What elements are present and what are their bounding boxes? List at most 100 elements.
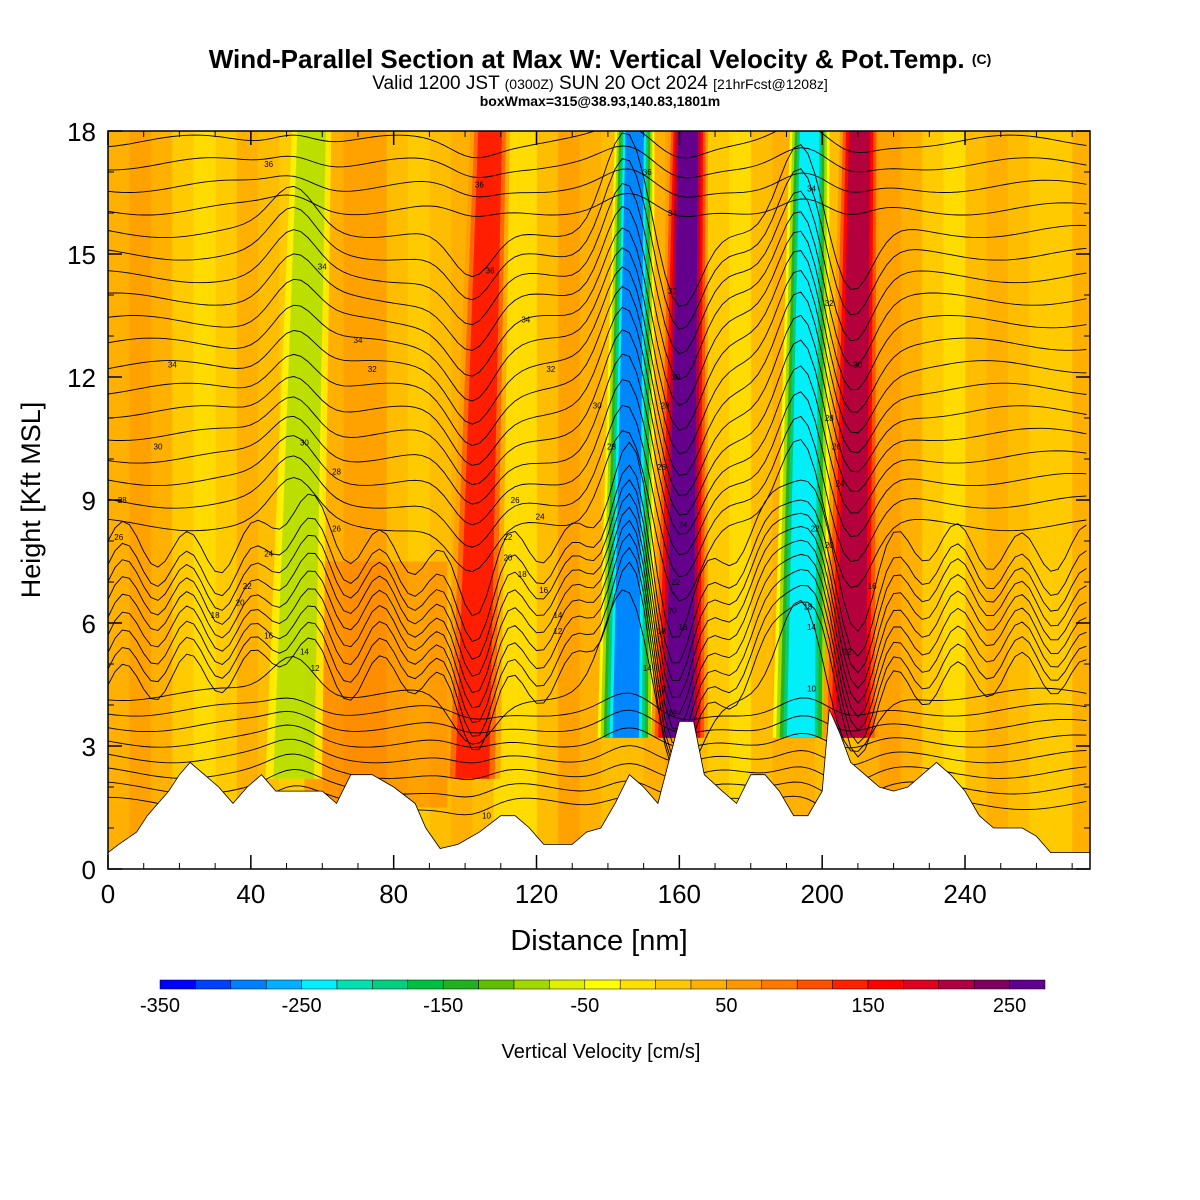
contour-label: 22 — [503, 533, 512, 542]
theta-contour — [108, 589, 1087, 775]
contour-label: 26 — [332, 525, 341, 534]
x-tick-label: 240 — [943, 879, 986, 909]
theta-contour — [108, 306, 1087, 497]
field-column — [172, 131, 195, 869]
theta-contour — [108, 561, 1087, 773]
contour-label: 28 — [607, 443, 616, 452]
wave-band — [612, 131, 644, 738]
wave-band — [665, 131, 699, 738]
contour-label: 30 — [593, 402, 602, 411]
theta-contour — [108, 492, 1087, 699]
field-column — [236, 131, 259, 869]
x-tick-label: 160 — [658, 879, 701, 909]
contour-label: 20 — [503, 553, 512, 562]
field-column — [150, 131, 173, 869]
contour-label: 30 — [671, 373, 680, 382]
title-block: Wind-Parallel Section at Max W: Vertical… — [0, 44, 1200, 109]
x-tick-label: 0 — [101, 879, 115, 909]
contour-label: 34 — [807, 184, 816, 193]
contour-label: 14 — [553, 611, 562, 620]
theta-contour — [108, 329, 1087, 516]
forecast-info: [21hrFcst@1208z] — [713, 76, 828, 92]
colorbar-swatch — [442, 979, 479, 990]
chart-title-text: Wind-Parallel Section at Max W: Vertical… — [208, 44, 965, 74]
field-column — [215, 131, 238, 869]
contour-label: 14 — [807, 623, 816, 632]
theta-contour — [108, 709, 1087, 734]
theta-contour — [108, 168, 1087, 198]
box-max-info: boxWmax=315@38.93,140.83,1801m — [479, 93, 721, 109]
colorbar-swatch — [903, 979, 940, 990]
field-column — [1007, 131, 1030, 869]
theta-contour — [108, 247, 1087, 431]
colorbar-swatch — [584, 979, 621, 990]
contour-label: 18 — [518, 570, 527, 579]
y-tick-label: 9 — [82, 486, 96, 516]
chart-title: Wind-Parallel Section at Max W: Vertical… — [0, 44, 1200, 74]
field-column — [900, 131, 923, 869]
colorbar-swatch — [973, 979, 1010, 990]
contour-label: 20 — [825, 541, 834, 550]
theta-contour — [108, 692, 1087, 721]
contour-label: 34 — [354, 336, 363, 345]
contour-label: 28 — [661, 402, 670, 411]
colorbar-label: Vertical Velocity [cm/s] — [502, 1041, 701, 1063]
y-tick-label: 12 — [67, 363, 96, 393]
contour-label: 16 — [868, 582, 877, 591]
field-column — [579, 131, 602, 869]
colorbar-swatch — [407, 979, 444, 990]
wave-band — [786, 131, 820, 738]
colorbar-swatch — [195, 979, 232, 990]
theta-contours — [108, 131, 1087, 820]
contour-label: 14 — [643, 664, 652, 673]
contour-label: 36 — [643, 168, 652, 177]
contour-label: 24 — [264, 549, 273, 558]
contour-label: 34 — [521, 316, 530, 325]
lower-warm-zone — [390, 561, 419, 808]
field-column — [879, 131, 902, 869]
contour-label: 16 — [539, 586, 548, 595]
contour-label: 20 — [236, 599, 245, 608]
theta-contour — [108, 430, 1087, 602]
contour-label: 32 — [368, 365, 377, 374]
y-tick-label: 3 — [82, 732, 96, 762]
contour-label: 30 — [300, 439, 309, 448]
colorbar-tick-label: -150 — [423, 995, 463, 1017]
colorbar-swatch — [867, 979, 904, 990]
contour-label: 24 — [836, 480, 845, 489]
contour-label: 12 — [553, 627, 562, 636]
terrain-fill — [108, 708, 1090, 869]
contour-label: 22 — [811, 525, 820, 534]
field-column — [750, 131, 773, 869]
contour-label: 10 — [482, 812, 491, 821]
chart-subtitle: Valid 1200 JST (0300Z) SUN 20 Oct 2024 [… — [0, 74, 1200, 94]
contour-label: 30 — [853, 361, 862, 370]
wave-band — [835, 131, 871, 738]
contour-label: 12 — [657, 685, 666, 694]
theta-contour — [108, 227, 1087, 406]
x-tick-label: 40 — [236, 879, 265, 909]
contour-label: 24 — [536, 512, 545, 521]
contour-labels: 3634302826242220181614123434323028263636… — [114, 160, 877, 821]
contour-label: 18 — [657, 627, 666, 636]
theta-contour — [108, 464, 1087, 664]
contour-label: 36 — [475, 180, 484, 189]
x-tick-label: 200 — [800, 879, 843, 909]
wave-band — [273, 131, 326, 779]
theta-contour — [108, 533, 1087, 745]
theta-contour — [108, 158, 1087, 330]
colorbar-tick-label: 50 — [715, 995, 737, 1017]
y-tick-label: 0 — [82, 855, 96, 885]
contour-label: 34 — [318, 262, 327, 271]
lower-warm-zone — [361, 561, 391, 808]
y-tick-label: 6 — [82, 609, 96, 639]
colorbar-swatch — [726, 979, 763, 990]
colorbar-swatch — [938, 979, 975, 990]
theta-contour — [108, 738, 1087, 766]
theta-contour — [108, 285, 1087, 476]
theta-contour — [108, 192, 1087, 218]
contour-label: 26 — [114, 533, 123, 542]
contour-label: 34 — [168, 361, 177, 370]
field-column — [707, 131, 730, 869]
theta-contour — [108, 519, 1087, 731]
